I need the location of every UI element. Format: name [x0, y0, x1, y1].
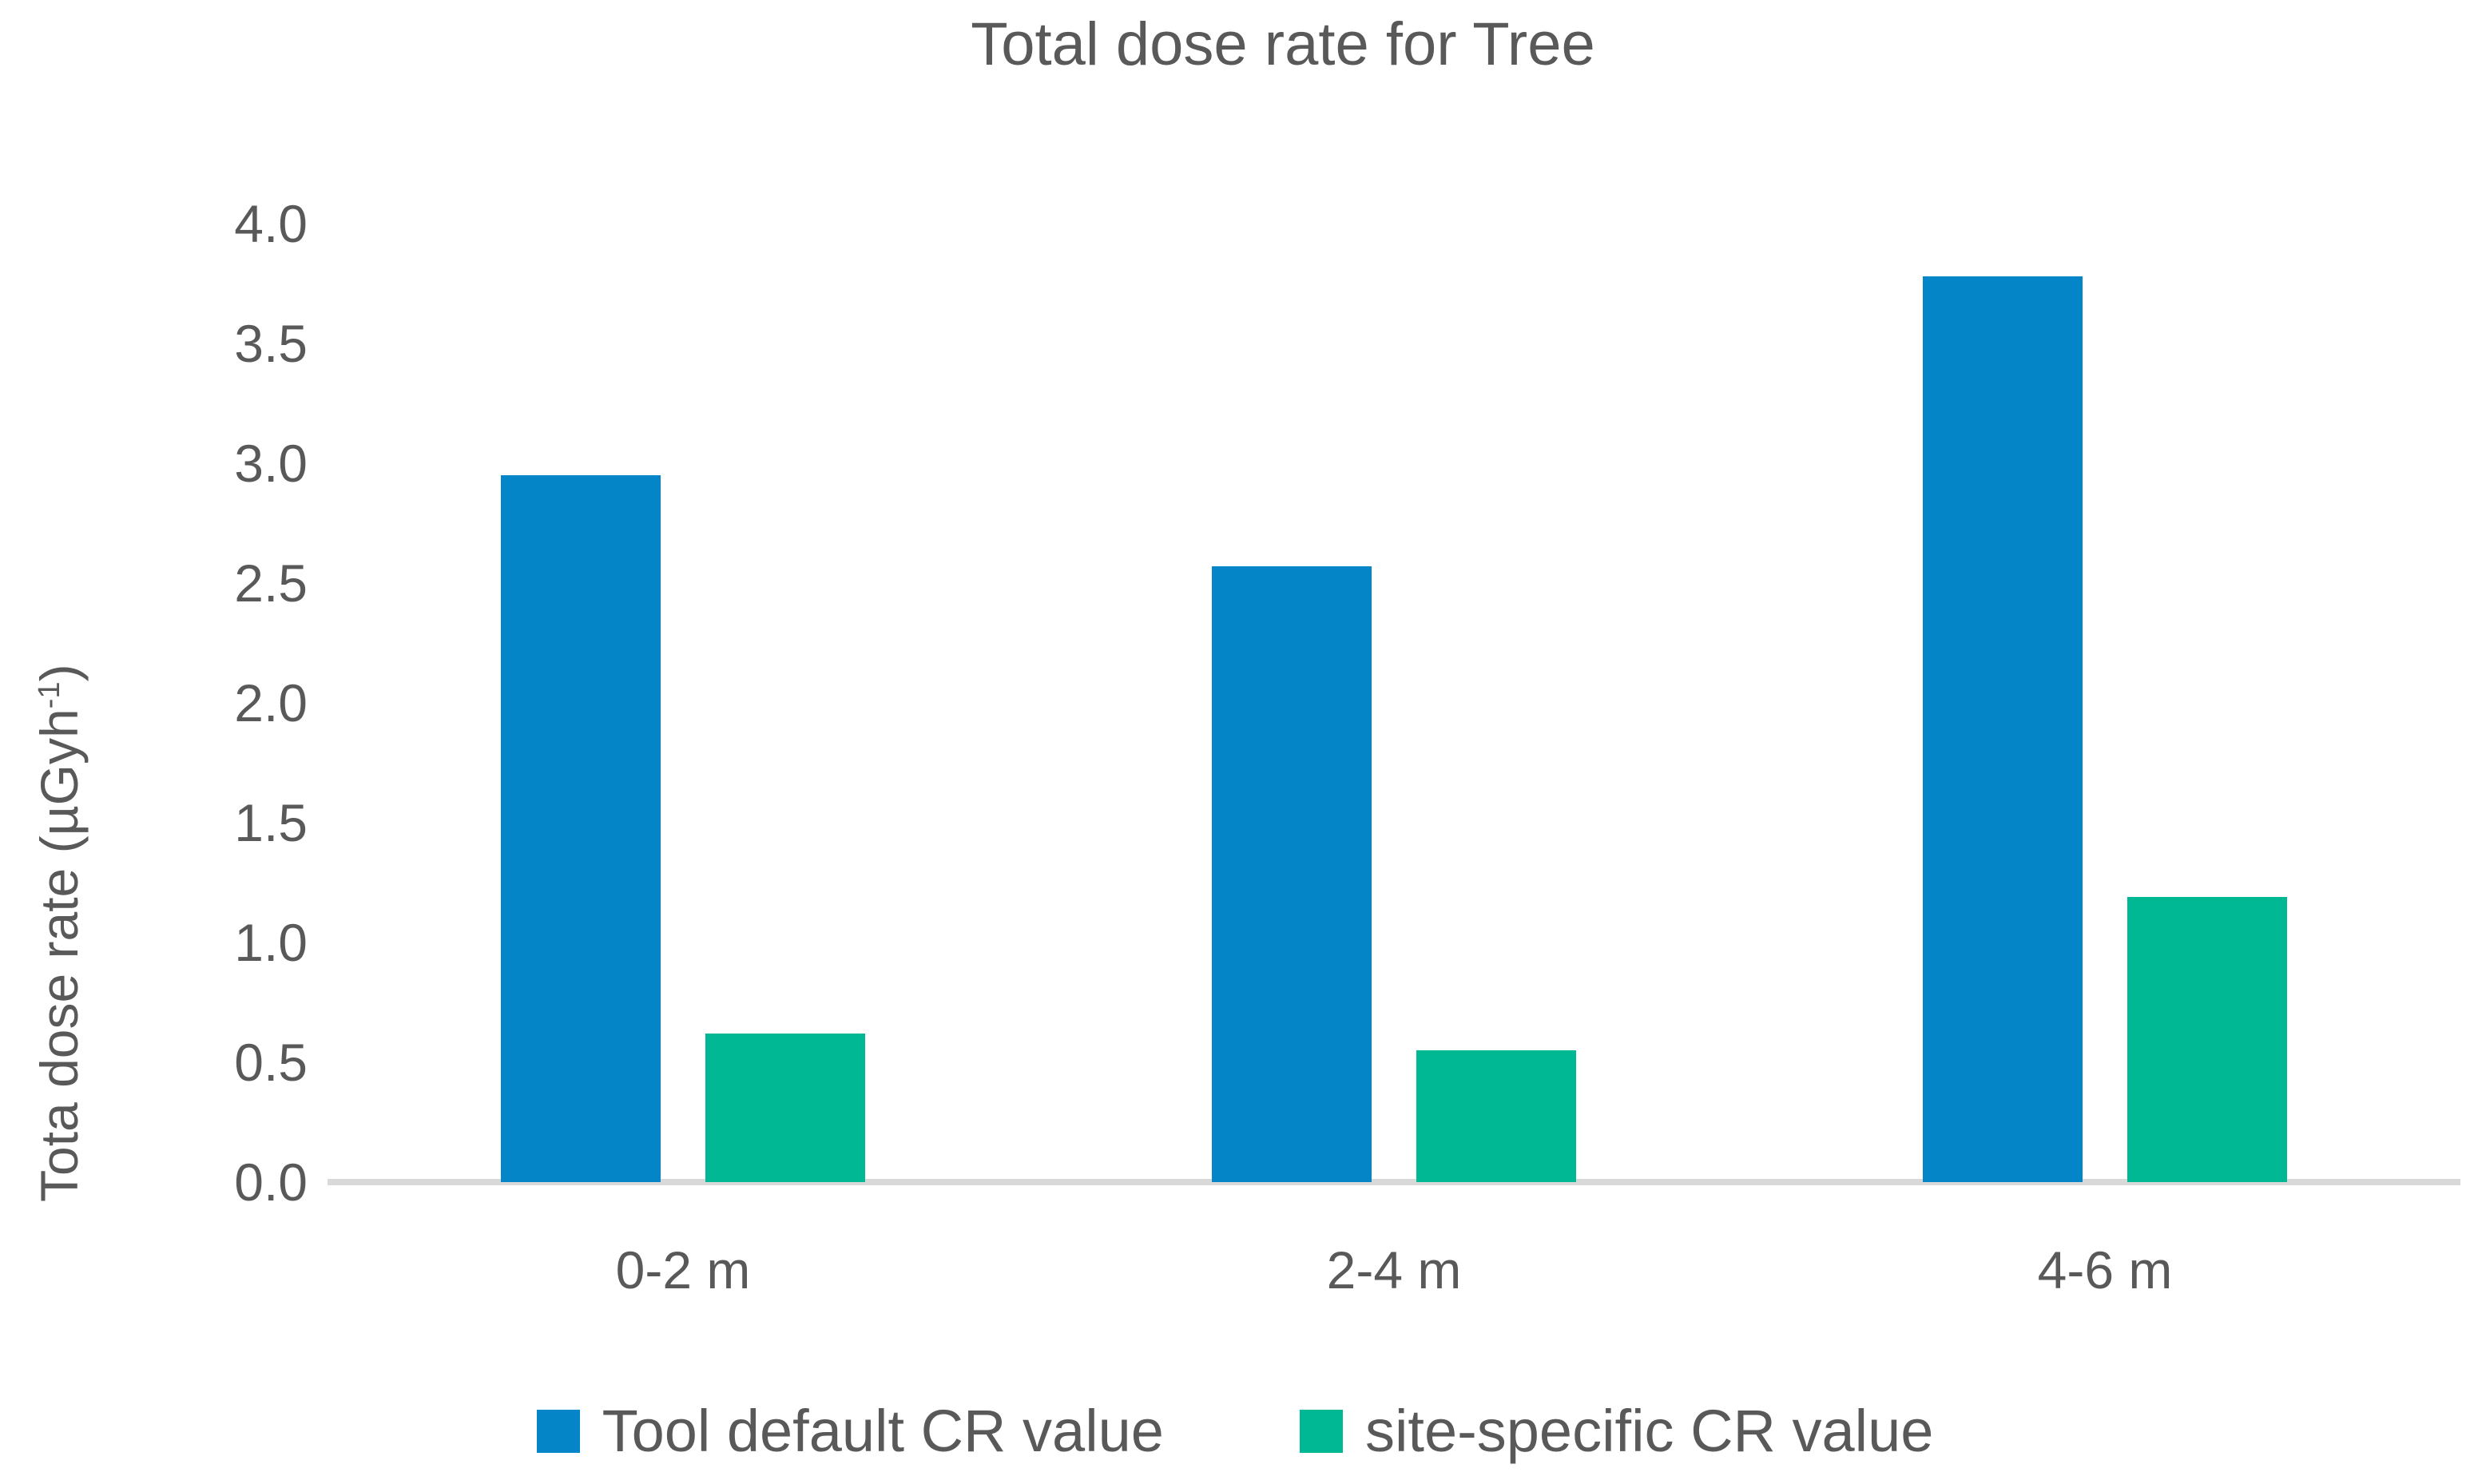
legend-label: Tool default CR value: [602, 1398, 1164, 1464]
y-tick-label-1.5: 1.5: [234, 793, 308, 852]
legend-swatch-icon: [1299, 1410, 1343, 1453]
x-axis-tick-labels: 0-2 m 2-4 m 4-6 m: [328, 1234, 2460, 1306]
y-tick-label-0.0: 0.0: [234, 1153, 308, 1212]
y-tick-label-3.5: 3.5: [234, 314, 308, 373]
bar-tool-default-cr-value-0-2m: [501, 475, 661, 1182]
y-tick-label-2.5: 2.5: [234, 554, 308, 613]
bar-site-specific-cr-value-2-4m: [1416, 1050, 1576, 1182]
y-tick-label-2.0: 2.0: [234, 673, 308, 732]
legend-item-site-specific-cr-value: site-specific CR value: [1299, 1391, 1934, 1471]
y-tick-label-4.0: 4.0: [234, 194, 308, 253]
plot-area: [328, 224, 2460, 1185]
y-tick-label-3.0: 3.0: [234, 434, 308, 493]
y-tick-label-0.5: 0.5: [234, 1033, 308, 1092]
bar-tool-default-cr-value-4-6m: [1923, 276, 2083, 1182]
chart-title: Total dose rate for Tree: [971, 10, 1595, 78]
x-tick-label-0-2m: 0-2 m: [615, 1240, 751, 1299]
legend-swatch-icon: [536, 1410, 580, 1453]
bar-site-specific-cr-value-0-2m: [705, 1034, 865, 1182]
x-tick-label-2-4m: 2-4 m: [1326, 1240, 1462, 1299]
y-tick-label-1.0: 1.0: [234, 913, 308, 972]
legend-item-tool-default-cr-value: Tool default CR value: [536, 1391, 1164, 1471]
x-axis-line: [328, 1179, 2460, 1185]
bar-tool-default-cr-value-2-4m: [1212, 566, 1372, 1182]
bar-site-specific-cr-value-4-6m: [2127, 897, 2287, 1182]
x-tick-label-4-6m: 4-6 m: [2037, 1240, 2173, 1299]
legend: Tool default CR value site-specific CR va…: [0, 1391, 2470, 1471]
legend-label: site-specific CR value: [1364, 1398, 1934, 1464]
